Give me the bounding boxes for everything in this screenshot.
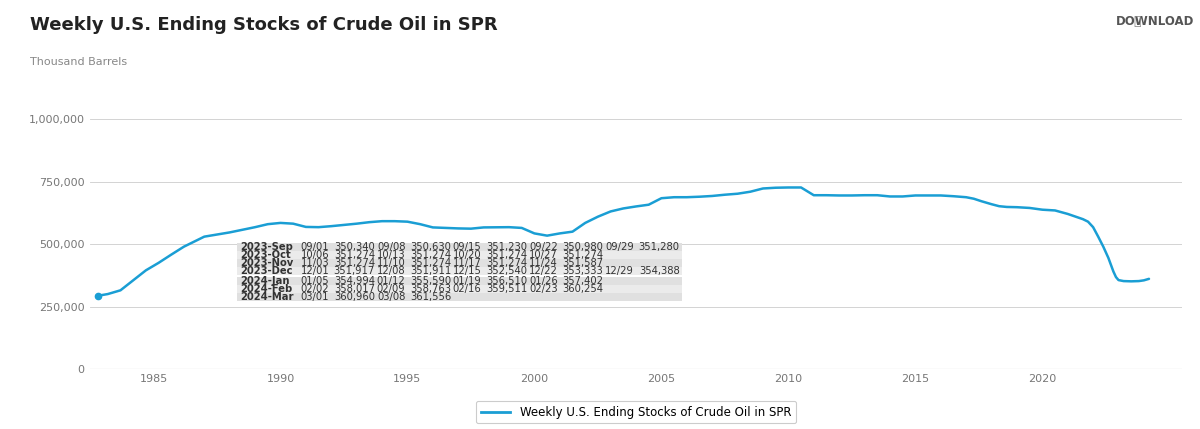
Text: 351,274: 351,274 [486, 250, 527, 260]
Text: 12/08: 12/08 [377, 266, 406, 276]
Text: 03/08: 03/08 [377, 292, 406, 302]
Text: 359,511: 359,511 [486, 284, 527, 294]
Text: 09/15: 09/15 [452, 242, 481, 252]
Text: 02/16: 02/16 [452, 284, 481, 294]
Text: 02/23: 02/23 [529, 284, 558, 294]
Text: 351,911: 351,911 [410, 266, 451, 276]
Text: 351,274: 351,274 [563, 250, 604, 260]
Text: 350,340: 350,340 [334, 242, 374, 252]
Legend: Weekly U.S. Ending Stocks of Crude Oil in SPR: Weekly U.S. Ending Stocks of Crude Oil i… [476, 401, 796, 423]
Text: 351,230: 351,230 [486, 242, 527, 252]
Text: 2023-Dec: 2023-Dec [240, 266, 293, 276]
Text: 10/27: 10/27 [529, 250, 558, 260]
Text: 09/22: 09/22 [529, 242, 558, 252]
Text: 355,590: 355,590 [410, 276, 451, 286]
Text: 01/05: 01/05 [300, 276, 329, 286]
Text: 11/03: 11/03 [300, 258, 329, 268]
Text: 01/19: 01/19 [452, 276, 481, 286]
Text: 358,017: 358,017 [334, 284, 374, 294]
Bar [238, 259, 682, 267]
Bar [238, 267, 682, 275]
Bar [238, 243, 682, 251]
Text: 11/10: 11/10 [377, 258, 406, 268]
Text: 11/24: 11/24 [529, 258, 558, 268]
Bar [238, 285, 682, 293]
Text: Thousand Barrels: Thousand Barrels [30, 57, 127, 67]
Text: 352,540: 352,540 [486, 266, 527, 276]
Text: ⤓: ⤓ [1134, 15, 1141, 28]
Text: 351,274: 351,274 [334, 250, 374, 260]
Text: 2023-Nov: 2023-Nov [240, 258, 294, 268]
Text: 02/02: 02/02 [300, 284, 329, 294]
Text: DOWNLOAD: DOWNLOAD [1116, 15, 1194, 28]
Text: 10/20: 10/20 [452, 250, 481, 260]
Text: 360,960: 360,960 [334, 292, 374, 302]
Text: 351,274: 351,274 [410, 250, 451, 260]
Bar [238, 251, 682, 259]
Text: 361,556: 361,556 [410, 292, 451, 302]
Text: Weekly U.S. Ending Stocks of Crude Oil in SPR: Weekly U.S. Ending Stocks of Crude Oil i… [30, 16, 498, 34]
Text: 2023-Sep: 2023-Sep [240, 242, 293, 252]
Text: 351,917: 351,917 [334, 266, 374, 276]
Text: 351,280: 351,280 [638, 242, 679, 252]
Text: 2023-Oct: 2023-Oct [240, 250, 292, 260]
Text: 09/08: 09/08 [377, 242, 406, 252]
Text: 350,980: 350,980 [563, 242, 604, 252]
Text: 350,630: 350,630 [410, 242, 451, 252]
Text: 01/12: 01/12 [377, 276, 406, 286]
Text: 351,274: 351,274 [486, 258, 527, 268]
Text: 10/06: 10/06 [300, 250, 329, 260]
Text: 351,274: 351,274 [410, 258, 451, 268]
Text: 09/01: 09/01 [300, 242, 329, 252]
Text: 2024-Feb: 2024-Feb [240, 284, 293, 294]
Text: 01/26: 01/26 [529, 276, 558, 286]
Text: 10/13: 10/13 [377, 250, 406, 260]
Text: 12/29: 12/29 [605, 266, 634, 276]
Text: 2024-Mar: 2024-Mar [240, 292, 294, 302]
Text: 353,333: 353,333 [563, 266, 604, 276]
Text: 2024-Jan: 2024-Jan [240, 276, 290, 286]
Text: 351,274: 351,274 [334, 258, 374, 268]
Text: 12/15: 12/15 [452, 266, 481, 276]
Text: 02/09: 02/09 [377, 284, 406, 294]
Text: 03/01: 03/01 [301, 292, 329, 302]
Text: 12/22: 12/22 [529, 266, 558, 276]
Text: 354,388: 354,388 [638, 266, 679, 276]
Bar [238, 293, 682, 301]
Text: 357,402: 357,402 [563, 276, 604, 286]
Text: 11/17: 11/17 [452, 258, 481, 268]
Text: 09/29: 09/29 [605, 242, 634, 252]
Text: 360,254: 360,254 [563, 284, 604, 294]
Text: 358,763: 358,763 [410, 284, 451, 294]
Text: 12/01: 12/01 [300, 266, 329, 276]
Text: 354,994: 354,994 [334, 276, 374, 286]
Bar [238, 277, 682, 285]
Text: 351,587: 351,587 [563, 258, 604, 268]
Text: 356,510: 356,510 [486, 276, 527, 286]
